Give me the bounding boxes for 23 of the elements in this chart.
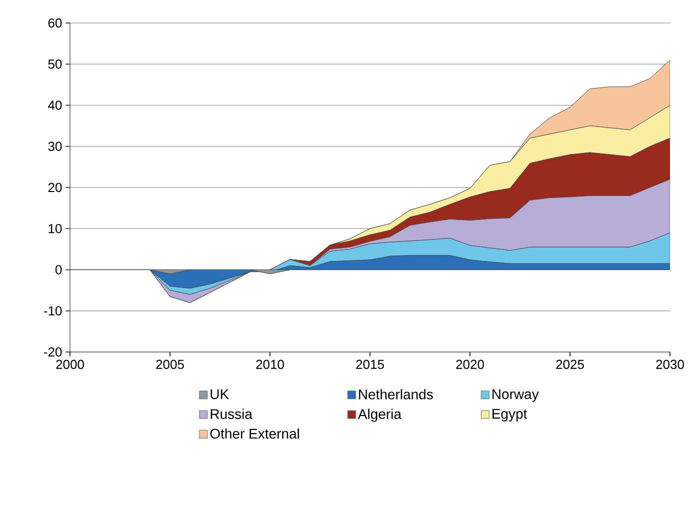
legend-label: Russia xyxy=(210,408,252,420)
x-tick-label: 2010 xyxy=(256,360,284,369)
legend-label: Netherlands xyxy=(359,389,433,400)
x-tick-label: 2020 xyxy=(456,360,484,369)
y-tick-label: -10 xyxy=(44,306,62,316)
legend-label: Algeria xyxy=(358,408,402,422)
x-tick-label: 2025 xyxy=(556,360,584,369)
y-tick-label: 20 xyxy=(48,182,62,192)
y-tick-label: -20 xyxy=(44,347,62,357)
y-tick-label: 10 xyxy=(48,224,62,234)
x-tick-label: 2030 xyxy=(656,360,684,369)
x-tick-label: 2015 xyxy=(356,360,384,369)
x-tick-label: 2005 xyxy=(156,360,184,369)
y-tick-label: 50 xyxy=(48,60,62,69)
y-tick-label: 30 xyxy=(48,142,62,151)
legend-label: Egypt xyxy=(492,408,528,422)
x-tick-label: 2000 xyxy=(56,360,84,369)
legend-label: Norway xyxy=(492,389,539,402)
y-tick-label: 60 xyxy=(48,18,62,28)
legend-label: UK xyxy=(210,389,229,400)
y-tick-label: 40 xyxy=(48,100,62,110)
y-tick-label: 0 xyxy=(55,265,62,274)
legend-label: Other External xyxy=(210,428,299,439)
